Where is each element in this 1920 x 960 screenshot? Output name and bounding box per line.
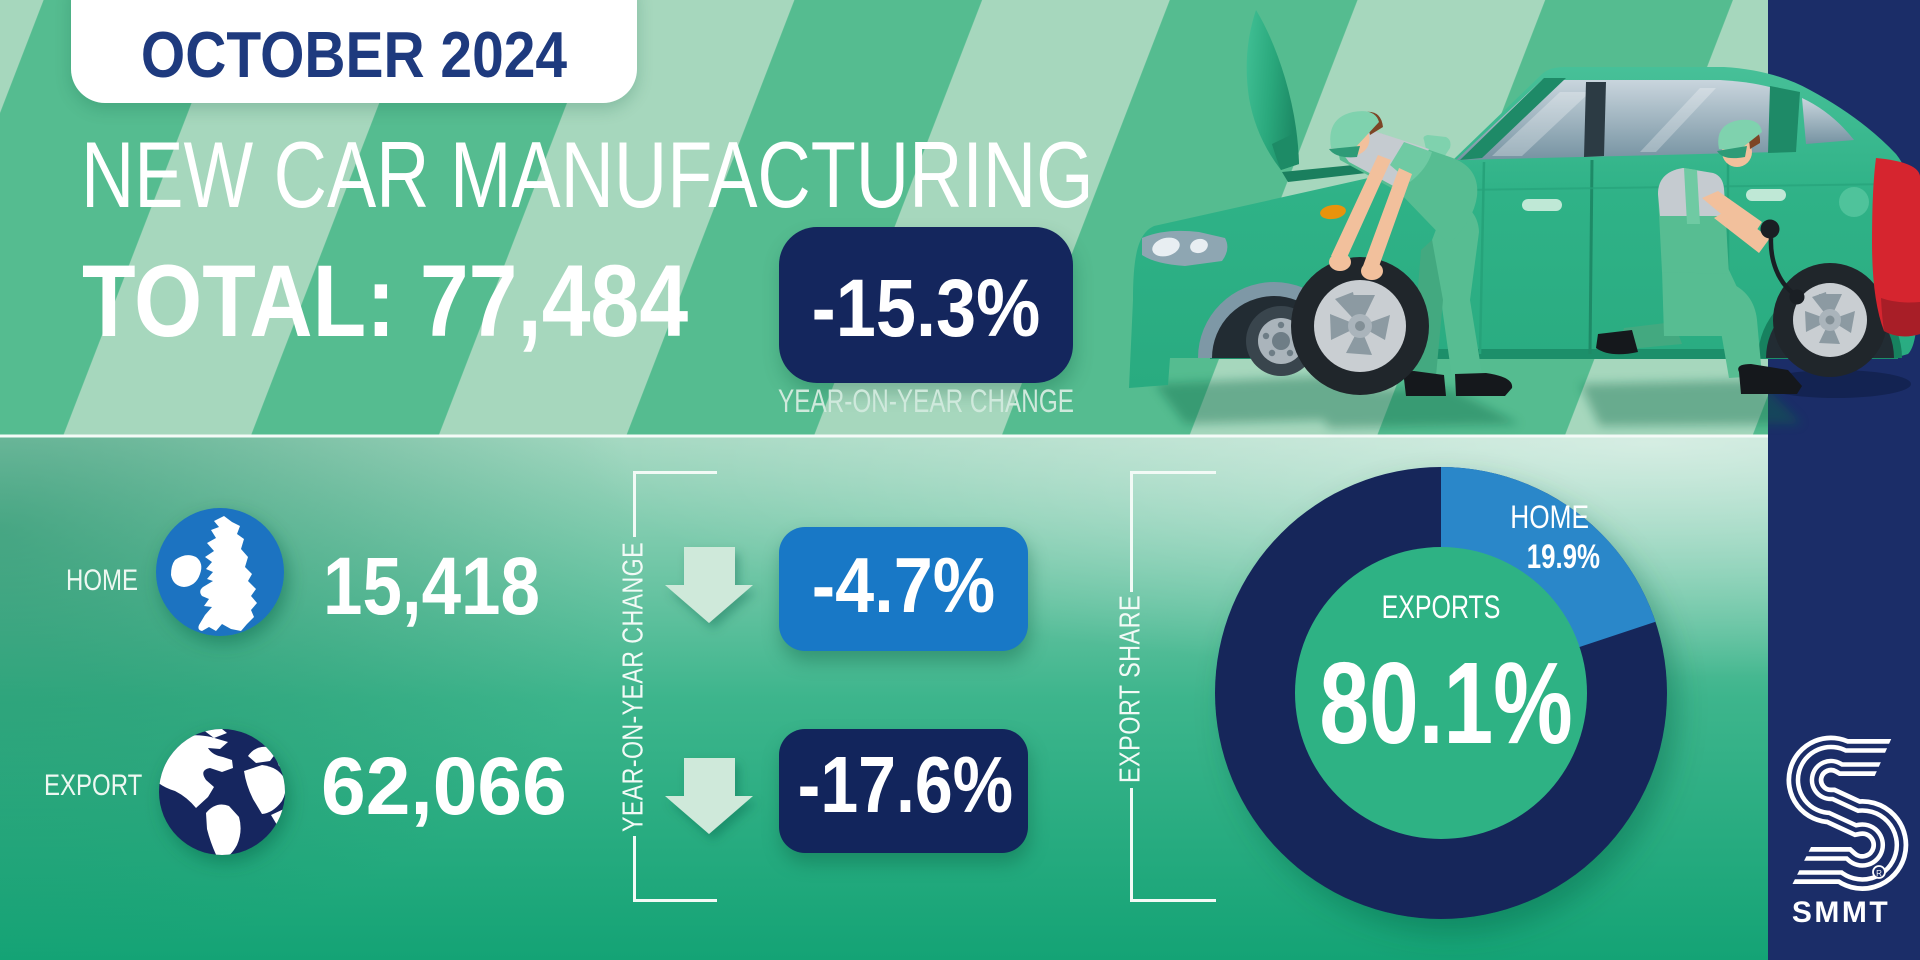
svg-text:R: R bbox=[1876, 869, 1882, 878]
svg-text:SMMT: SMMT bbox=[1792, 896, 1890, 929]
